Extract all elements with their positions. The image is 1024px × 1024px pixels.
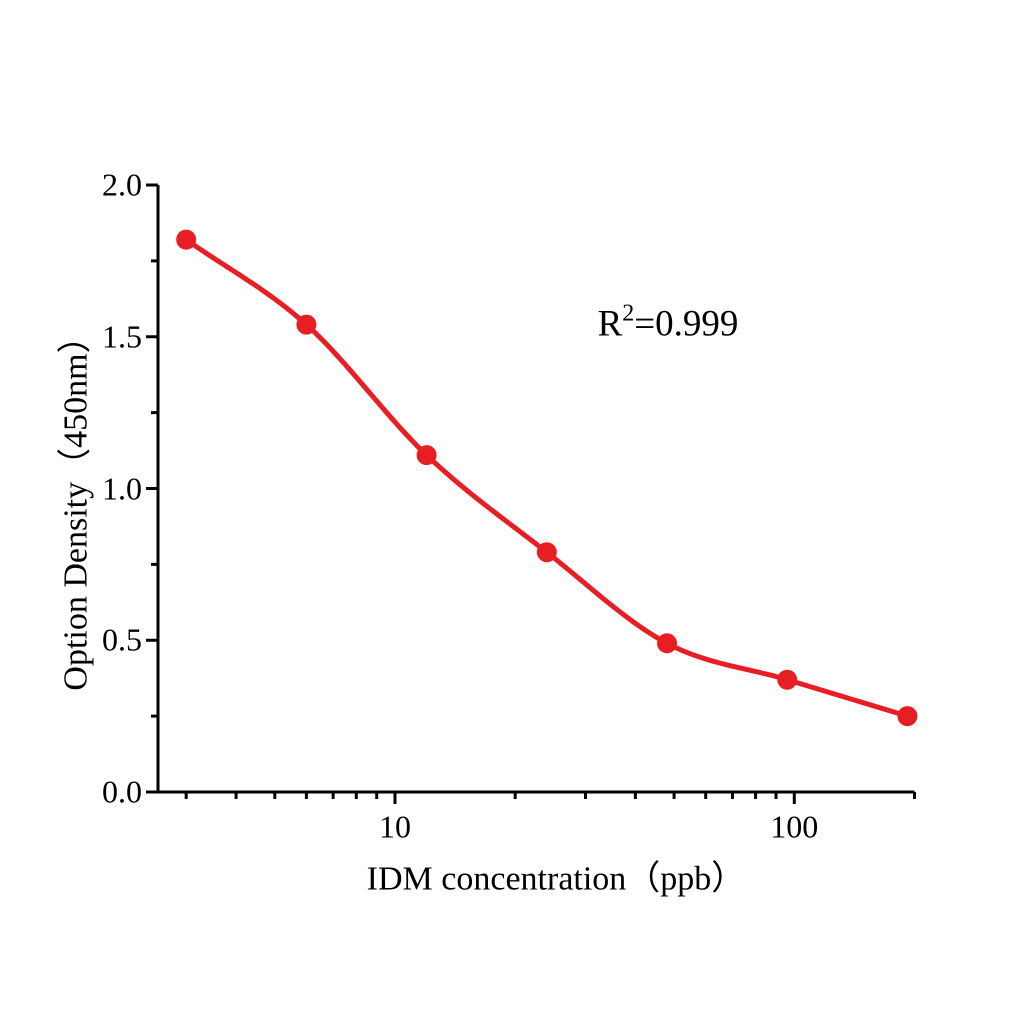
- data-point: [296, 314, 317, 335]
- x-tick-label: 10: [378, 808, 411, 845]
- y-tick-label: 0.0: [102, 773, 142, 810]
- x-tick-label: 100: [770, 808, 819, 845]
- y-tick-label: 2.0: [102, 166, 142, 203]
- data-point: [897, 706, 918, 727]
- r-squared-value: =0.999: [634, 303, 739, 345]
- data-point: [657, 633, 678, 654]
- fit-curve: [183, 237, 910, 719]
- y-tick-label: 1.0: [102, 470, 142, 506]
- y-axis-title: Option Density（450nm）: [57, 319, 95, 691]
- data-point: [536, 542, 557, 563]
- x-axis-title: IDM concentration（ppb）: [366, 860, 746, 898]
- y-tick-label: 0.5: [102, 621, 142, 658]
- r-squared-base: R: [597, 303, 623, 345]
- y-tick-label: 1.5: [102, 318, 142, 355]
- data-point: [416, 445, 437, 466]
- r-squared-annotation: R2=0.999: [597, 300, 739, 345]
- r-squared-exponent: 2: [622, 300, 635, 327]
- data-point: [176, 229, 197, 250]
- data-point: [777, 669, 798, 690]
